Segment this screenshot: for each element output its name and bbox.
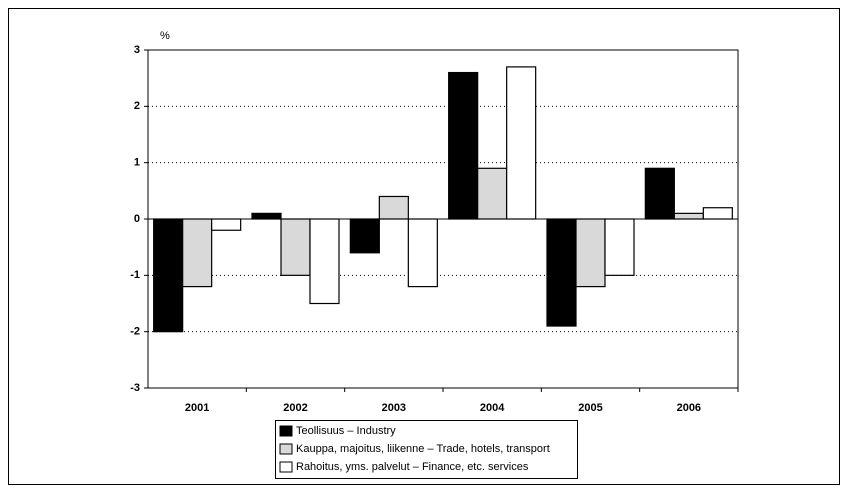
x-tick-label: 2002 <box>283 402 307 414</box>
x-tick-label: 2003 <box>382 402 406 414</box>
bar <box>182 218 213 288</box>
legend-swatch <box>279 443 293 455</box>
bar <box>506 66 537 220</box>
outer-frame <box>8 8 840 485</box>
y-tick-label: -1 <box>130 269 140 281</box>
bar <box>673 212 704 220</box>
x-tick-label: 2001 <box>185 402 209 414</box>
bar <box>702 207 733 220</box>
bar <box>349 218 380 254</box>
x-tick-label: 2005 <box>578 402 602 414</box>
x-tick-label: 2004 <box>480 402 505 414</box>
y-tick-label: 1 <box>134 157 140 169</box>
legend-swatch <box>279 461 293 473</box>
bar <box>309 218 340 305</box>
legend <box>275 420 578 479</box>
bar <box>153 218 184 333</box>
legend-swatch <box>279 425 293 437</box>
x-tick-label: 2006 <box>677 402 701 414</box>
bar <box>575 218 606 288</box>
legend-label: Kauppa, majoitus, liikenne – Trade, hote… <box>296 443 550 455</box>
bar <box>211 218 242 231</box>
bar <box>251 212 282 220</box>
bar <box>280 218 311 276</box>
legend-label: Rahoitus, yms. palvelut – Finance, etc. … <box>296 461 529 473</box>
bar <box>604 218 635 276</box>
bar <box>407 218 438 288</box>
bar <box>644 167 675 220</box>
y-tick-label: -2 <box>130 326 140 338</box>
y-tick-label: 3 <box>134 44 140 56</box>
bar <box>477 167 508 220</box>
y-axis-label: % <box>160 30 170 42</box>
bar <box>546 218 577 327</box>
bar <box>378 195 409 220</box>
y-tick-label: 2 <box>134 100 140 112</box>
y-tick-label: 0 <box>134 213 140 225</box>
bar <box>448 71 479 220</box>
legend-label: Teollisuus – Industry <box>296 425 396 437</box>
y-tick-label: -3 <box>130 382 140 394</box>
